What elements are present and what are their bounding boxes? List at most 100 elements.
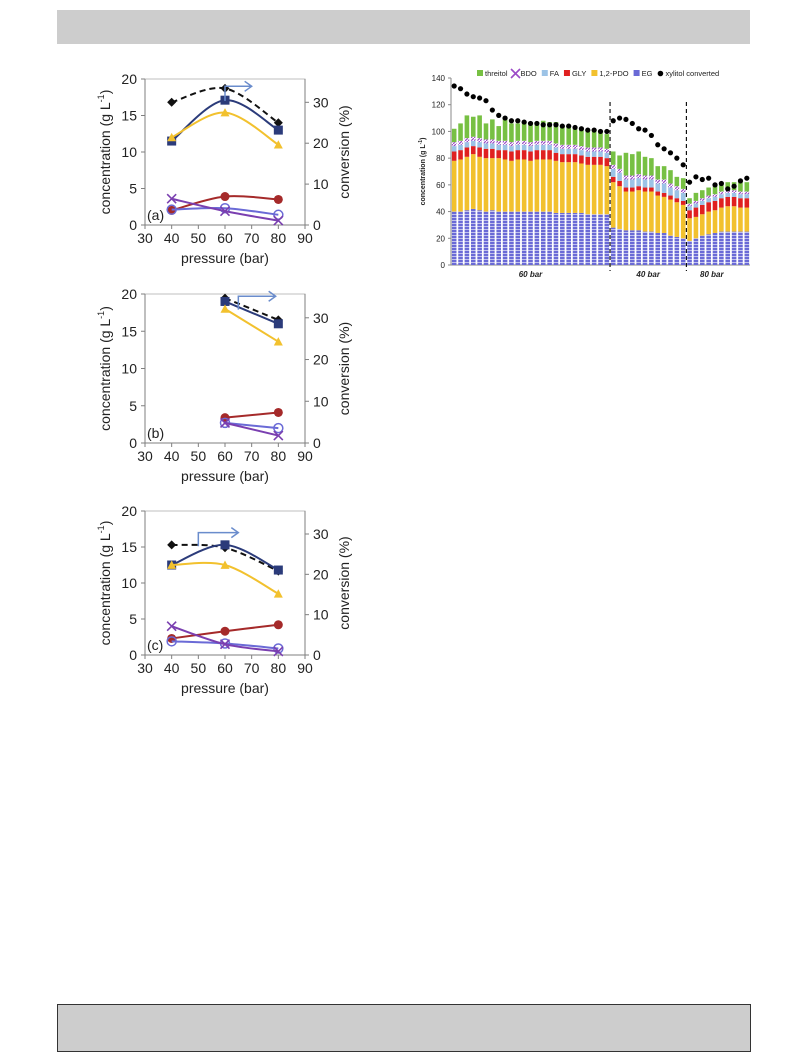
y-tick-label: 140 — [432, 74, 446, 83]
xylitol-point — [585, 127, 591, 133]
bar-segment-stack_fa — [566, 148, 571, 155]
marker-purple_x — [219, 206, 231, 217]
y2-tick-label: 30 — [313, 310, 329, 326]
y-axis-title-end: ) — [97, 90, 113, 95]
bar-segment-stack_eg — [693, 238, 699, 265]
bar-segment-stack_eg — [731, 231, 737, 265]
bar-segment-stack_eg — [598, 214, 603, 265]
bar-segment-stack_bdo — [610, 164, 616, 169]
y-tick-label: 80 — [436, 154, 445, 163]
xylitol-point — [712, 182, 718, 188]
x-tick-label: 80 — [271, 230, 287, 246]
bar-segment-stack_eg — [719, 231, 724, 265]
bar-segment-stack_12pdo — [661, 196, 667, 233]
bar-segment-stack_gly — [553, 152, 559, 161]
xylitol-point — [686, 179, 693, 185]
bar-segment-stack_12pdo — [521, 159, 527, 212]
bar-segment-stack_12pdo — [528, 160, 533, 212]
y-axis-title-main: concentration (g L — [420, 144, 427, 206]
xylitol-point — [521, 119, 527, 125]
bar-segment-stack_gly — [630, 187, 635, 192]
y-tick-label: 5 — [129, 181, 137, 197]
bar-segment-stack_bdo — [515, 140, 521, 145]
bar-segment-stack_threitol — [560, 126, 565, 145]
y2-tick-label: 30 — [313, 526, 329, 542]
y2-tick-label: 10 — [313, 176, 329, 192]
bar-segment-stack_fa — [464, 142, 470, 148]
bar-segment-stack_threitol — [680, 178, 686, 189]
bar-segment-stack_bdo — [560, 144, 565, 149]
bar-segment-stack_bdo — [585, 147, 591, 152]
legend-label: EG — [642, 69, 653, 78]
bar-segment-stack_bdo — [630, 175, 635, 180]
bar-segment-stack_12pdo — [630, 191, 635, 231]
bar-segment-stack_eg — [642, 231, 648, 265]
bar-segment-stack_gly — [477, 147, 482, 157]
bar-segment-stack_threitol — [547, 122, 552, 141]
bar-segment-stack_bdo — [502, 140, 508, 145]
bar-segment-stack_bdo — [738, 191, 743, 195]
bar-segment-stack_gly — [642, 187, 648, 192]
bar-segment-stack_eg — [502, 211, 508, 265]
bar-segment-stack_threitol — [610, 151, 616, 165]
x-tick-label: 50 — [191, 660, 207, 676]
bar-segment-stack_bdo — [528, 142, 533, 147]
y2-tick-label: 10 — [313, 607, 329, 623]
bar-segment-stack_threitol — [699, 190, 705, 199]
bar-segment-stack_threitol — [636, 151, 641, 175]
bar-segment-stack_fa — [649, 179, 654, 188]
xylitol-point — [667, 150, 674, 156]
x-tick-label: 90 — [297, 660, 313, 676]
marker-yellow — [273, 589, 283, 598]
bar-segment-stack_threitol — [630, 154, 635, 176]
bar-segment-stack_gly — [668, 195, 673, 200]
y-tick-label: 0 — [129, 435, 137, 451]
bar-segment-stack_eg — [712, 232, 718, 265]
bar-segment-stack_bdo — [451, 142, 457, 147]
y2-tick-label: 0 — [313, 647, 321, 663]
y-tick-label: 100 — [432, 127, 446, 136]
bar-segment-stack_gly — [738, 198, 743, 208]
y2-tick-label: 0 — [313, 435, 321, 451]
bar-segment-stack_12pdo — [655, 195, 661, 233]
xylitol-point — [483, 98, 489, 104]
bar-segment-stack_fa — [483, 143, 489, 149]
bar-segment-stack_eg — [630, 230, 635, 265]
bar-segment-stack_threitol — [553, 122, 559, 144]
bar-segment-stack_threitol — [649, 158, 654, 176]
y2-tick-label: 20 — [313, 352, 329, 368]
xylitol-point — [655, 142, 661, 148]
bar-segment-stack_gly — [458, 150, 463, 160]
bar-segment-stack_bdo — [706, 195, 711, 199]
bar-segment-stack_fa — [477, 142, 482, 148]
y-tick-label: 10 — [121, 361, 137, 377]
bar-segment-stack_eg — [534, 211, 540, 265]
bar-segment-stack_eg — [604, 214, 610, 265]
xylitol-point — [559, 123, 565, 129]
bar-segment-stack_threitol — [490, 119, 495, 140]
y2-tick-label: 20 — [313, 566, 329, 582]
bar-segment-stack_12pdo — [706, 211, 711, 235]
bar-segment-stack_bdo — [470, 136, 476, 141]
bar-segment-stack_eg — [687, 240, 692, 265]
marker-navy — [220, 296, 230, 306]
bar-segment-stack_fa — [585, 151, 591, 157]
xylitol-point — [547, 122, 553, 128]
bar-segment-stack_threitol — [623, 152, 629, 176]
bar-segment-stack_12pdo — [636, 190, 641, 231]
legend-swatch-stack_gly — [563, 70, 570, 76]
bar-segment-stack_12pdo — [477, 156, 482, 211]
bar-segment-stack_bdo — [687, 203, 692, 207]
bar-segment-stack_gly — [521, 150, 527, 160]
y2-axis-title: conversion (%) — [336, 322, 352, 415]
bar-segment-stack_12pdo — [483, 158, 489, 212]
bar-segment-stack_fa — [553, 147, 559, 153]
bar-segment-stack_gly — [566, 154, 571, 163]
legend-swatch-stack_eg — [633, 70, 640, 76]
bar-segment-stack_fa — [731, 192, 737, 197]
bar-segment-stack_fa — [687, 206, 692, 211]
bar-segment-stack_bdo — [509, 142, 514, 147]
xylitol-point — [737, 178, 744, 184]
bar-segment-stack_bdo — [579, 146, 584, 151]
bar-segment-stack_threitol — [534, 122, 540, 141]
